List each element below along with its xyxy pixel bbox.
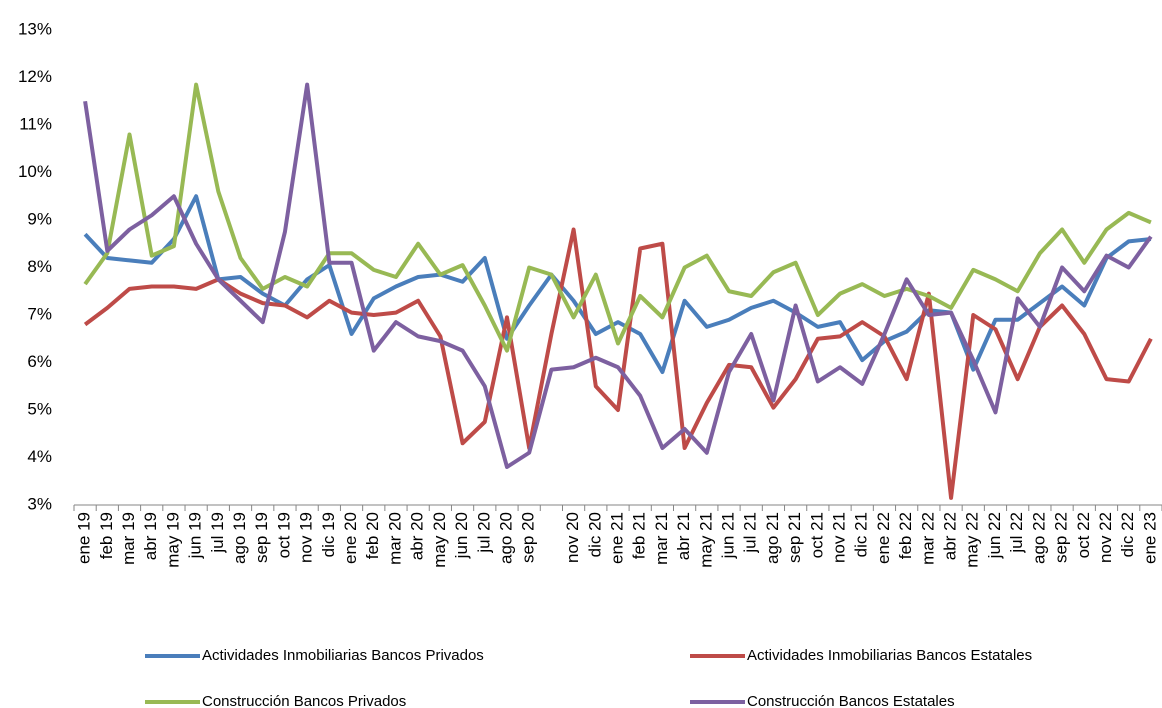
x-tick-label: ago 19 (230, 512, 249, 564)
x-tick-label: ene 22 (874, 512, 893, 564)
series-line (83, 82, 1153, 469)
x-tick-label: jun 22 (985, 512, 1004, 559)
x-tick-label: feb 21 (630, 512, 649, 559)
x-tick-label: sep 20 (519, 512, 538, 563)
x-tick-label: dic 21 (852, 512, 871, 557)
x-tick-label: nov 21 (830, 512, 849, 563)
x-tick-label: abr 22 (941, 512, 960, 560)
x-tick-label: jun 19 (186, 512, 205, 559)
x-tick-label: mar 20 (385, 512, 404, 565)
x-tick-label: jul 20 (474, 512, 493, 554)
x-tick-label: dic 19 (319, 512, 338, 557)
x-tick-label: oct 19 (274, 512, 293, 558)
x-tick-label: abr 20 (408, 512, 427, 560)
x-tick-label: mar 21 (652, 512, 671, 565)
x-tick-label: ene 20 (341, 512, 360, 564)
x-tick-label: abr 21 (674, 512, 693, 560)
x-tick-label: jun 21 (719, 512, 738, 559)
legend-label: Construcción Bancos Privados (202, 693, 406, 708)
y-tick-label: 5% (27, 399, 52, 418)
x-tick-label: nov 22 (1096, 512, 1115, 563)
x-tick-label: nov 20 (563, 512, 582, 563)
x-tick-label: mar 22 (918, 512, 937, 565)
y-tick-label: 12% (18, 67, 52, 86)
x-tick-label: mar 19 (119, 512, 138, 565)
legend-label: Construcción Bancos Estatales (747, 693, 955, 708)
y-tick-label: 11% (19, 114, 52, 133)
x-tick-label: oct 22 (1074, 512, 1093, 558)
x-tick-label: jun 20 (452, 512, 471, 559)
x-tick-label: feb 19 (97, 512, 116, 559)
x-tick-label: dic 22 (1118, 512, 1137, 557)
x-tick-label: may 21 (696, 512, 715, 568)
x-tick-label: ene 19 (75, 512, 94, 564)
x-tick-label: dic 20 (585, 512, 604, 557)
x-tick-label: may 19 (163, 512, 182, 568)
y-tick-label: 8% (27, 257, 52, 276)
series-line (83, 227, 1153, 500)
x-tick-label: jul 21 (741, 512, 760, 554)
x-tick-label: ene 23 (1140, 512, 1159, 564)
y-tick-label: 13% (18, 19, 52, 38)
y-tick-label: 10% (18, 162, 52, 181)
legend-label: Actividades Inmobiliarias Bancos Privado… (202, 647, 484, 664)
x-tick-label: abr 19 (141, 512, 160, 560)
x-tick-label: sep 21 (785, 512, 804, 563)
x-tick-label: ago 22 (1029, 512, 1048, 564)
x-tick-label: may 22 (963, 512, 982, 568)
x-tick-label: jul 19 (208, 512, 227, 554)
x-tick-label: nov 19 (297, 512, 316, 563)
x-tick-label: sep 19 (252, 512, 271, 563)
x-tick-label: ene 21 (607, 512, 626, 564)
series-line (83, 194, 1152, 374)
x-tick-label: jul 22 (1007, 512, 1026, 554)
y-tick-label: 7% (27, 304, 52, 323)
x-tick-label: sep 22 (1052, 512, 1071, 563)
y-tick-label: 9% (27, 209, 52, 228)
x-tick-label: feb 22 (896, 512, 915, 559)
y-tick-label: 4% (27, 447, 52, 466)
x-tick-label: oct 21 (807, 512, 826, 558)
x-tick-label: may 20 (430, 512, 449, 568)
x-tick-label: ago 21 (763, 512, 782, 564)
y-tick-label: 6% (27, 352, 52, 371)
series-line (83, 82, 1152, 353)
legend-label: Actividades Inmobiliarias Bancos Estatal… (747, 647, 1032, 664)
x-tick-label: feb 20 (363, 512, 382, 559)
x-tick-label: ago 20 (496, 512, 515, 564)
y-tick-label: 3% (27, 494, 52, 513)
